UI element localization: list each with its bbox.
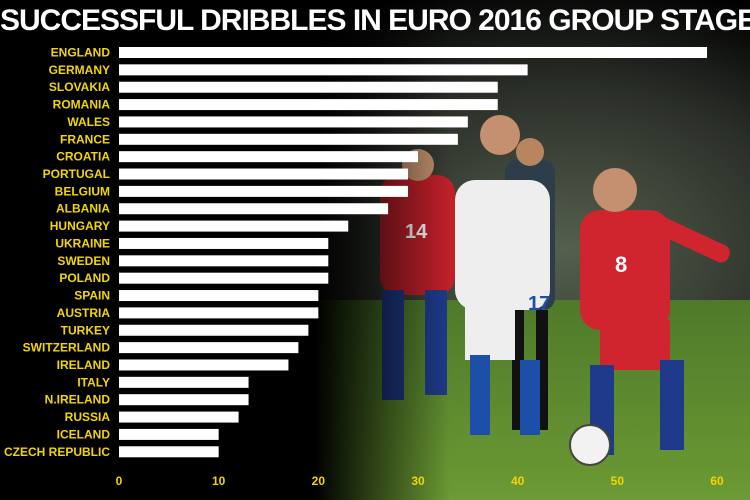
x-tick-label: 60: [710, 474, 724, 488]
category-label: POLAND: [59, 271, 110, 285]
category-label: GERMANY: [49, 63, 110, 77]
category-label: CROATIA: [56, 150, 110, 164]
category-label: ENGLAND: [51, 46, 111, 60]
category-label: ALBANIA: [56, 202, 110, 216]
category-label: UKRAINE: [55, 236, 110, 250]
x-tick-label: 0: [116, 474, 123, 488]
bar: [119, 290, 319, 302]
bar: [119, 185, 409, 197]
category-label: N.IRELAND: [45, 393, 111, 407]
category-label: WALES: [67, 115, 110, 129]
bar: [119, 151, 418, 163]
category-label: BELGIUM: [55, 184, 110, 198]
category-label: AUSTRIA: [57, 306, 111, 320]
category-label: TURKEY: [61, 323, 110, 337]
bar: [119, 237, 329, 249]
bar: [119, 428, 219, 440]
category-label: RUSSIA: [65, 410, 111, 424]
category-label: IRELAND: [57, 358, 111, 372]
category-label: PORTUGAL: [43, 167, 110, 181]
category-label: HUNGARY: [50, 219, 110, 233]
category-label: FRANCE: [60, 132, 110, 146]
category-label: ICELAND: [57, 427, 111, 441]
category-label: SLOVAKIA: [49, 80, 110, 94]
bar: [119, 446, 219, 458]
category-label: ITALY: [77, 375, 110, 389]
bar: [119, 64, 528, 76]
category-label: SPAIN: [74, 289, 110, 303]
bar: [119, 307, 319, 319]
bar: [119, 272, 329, 284]
bar: [119, 47, 708, 58]
bar: [119, 81, 498, 93]
chart-title: SUCCESSFUL DRIBBLES IN EURO 2016 GROUP S…: [0, 4, 750, 37]
bar: [119, 394, 249, 406]
bar: [119, 255, 329, 267]
bar: [119, 324, 309, 336]
category-label: SWITZERLAND: [23, 341, 111, 355]
bar: [119, 116, 468, 128]
category-label: CZECH REPUBLIC: [4, 445, 110, 459]
bar: [119, 99, 498, 111]
bar: [119, 220, 349, 232]
bar: [119, 359, 289, 371]
bar: [119, 203, 389, 215]
category-label: ROMANIA: [53, 98, 111, 112]
bar: [119, 133, 458, 145]
x-tick-label: 40: [511, 474, 525, 488]
x-tick-label: 20: [312, 474, 326, 488]
x-tick-label: 50: [611, 474, 625, 488]
bar: [119, 376, 249, 388]
x-tick-label: 30: [411, 474, 425, 488]
bar: [119, 168, 409, 180]
bar: [119, 411, 239, 423]
category-label: SWEDEN: [57, 254, 110, 268]
bar: [119, 342, 299, 354]
x-tick-label: 10: [212, 474, 226, 488]
